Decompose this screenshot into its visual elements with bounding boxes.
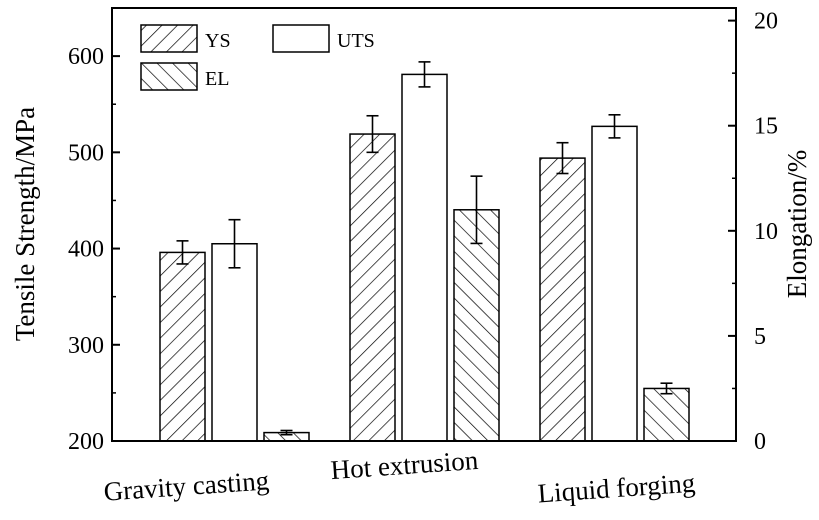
bar-el-hot-extrusion: [453, 209, 500, 442]
left-axis: 200 300 400 500 600: [68, 44, 120, 455]
right-tick-label: 10: [754, 219, 778, 245]
bar-ys-liquid-forging: [539, 157, 586, 442]
right-axis: 0 5 10 15 20: [728, 9, 778, 455]
bars-layer: [159, 73, 690, 442]
right-tick-label: 5: [754, 324, 766, 350]
error-bar-el-liquid-forging: [660, 382, 673, 395]
legend-item-el: EL: [140, 62, 229, 91]
right-tick-label: 20: [754, 9, 778, 35]
error-bar-el-hot-extrusion: [470, 175, 483, 245]
legend-label: YS: [205, 30, 231, 52]
bar-uts-gravity-casting: [211, 242, 258, 442]
error-bar-ys-hot-extrusion: [366, 114, 379, 154]
left-tick-label: 300: [68, 333, 104, 359]
legend-swatch: [140, 62, 198, 91]
plot-frame: [111, 7, 737, 442]
bar-ys-gravity-casting: [159, 251, 206, 442]
category-label-hot-extrusion: Hot extrusion: [330, 445, 480, 485]
x-axis: Gravity casting Hot extrusion Liquid forgi…: [103, 445, 696, 509]
category-label-liquid-forging: Liquid forging: [537, 468, 696, 509]
left-tick-label: 200: [68, 429, 104, 455]
legend-item-uts: UTS: [272, 24, 375, 53]
error-bar-el-gravity-casting: [280, 429, 293, 436]
right-tick-label: 0: [754, 429, 766, 455]
category-label-gravity-casting: Gravity casting: [103, 465, 270, 506]
y-axis-title-right: Elongation/%: [782, 150, 812, 298]
legend-item-ys: YS: [140, 24, 231, 53]
legend-swatch: [272, 24, 330, 53]
error-bar-ys-gravity-casting: [176, 240, 189, 265]
bar-el-liquid-forging: [643, 387, 690, 442]
legend: YS UTS EL: [140, 24, 375, 91]
legend-label: UTS: [337, 30, 375, 52]
left-tick-label: 600: [68, 44, 104, 70]
legend-label: EL: [205, 68, 229, 90]
error-bar-uts-liquid-forging: [608, 114, 621, 139]
y-axis-title-left: Tensile Strength/MPa: [10, 107, 40, 341]
left-tick-label: 500: [68, 140, 104, 166]
bar-uts-hot-extrusion: [401, 73, 448, 442]
legend-swatch: [140, 24, 198, 53]
bar-uts-liquid-forging: [591, 125, 638, 442]
error-bars-layer: [176, 61, 673, 436]
bar-ys-hot-extrusion: [349, 133, 396, 442]
right-tick-label: 15: [754, 114, 778, 140]
error-bar-uts-gravity-casting: [228, 218, 241, 269]
left-tick-label: 400: [68, 237, 104, 263]
error-bar-ys-liquid-forging: [556, 141, 569, 175]
error-bar-uts-hot-extrusion: [418, 61, 431, 88]
